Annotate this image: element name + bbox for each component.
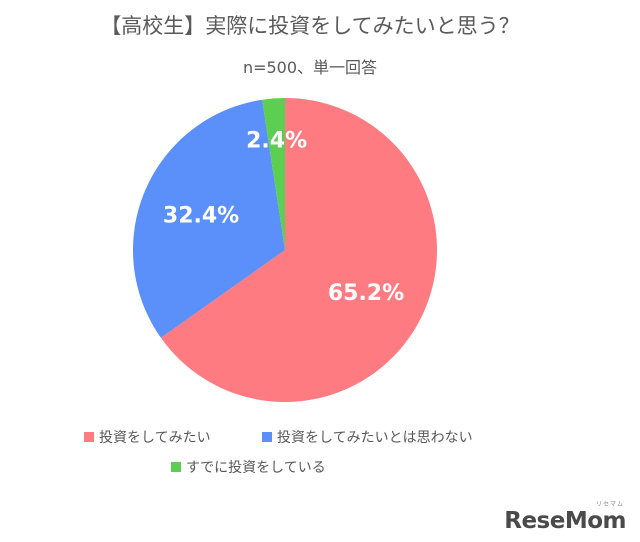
legend-swatch [84,432,94,442]
resemom-logo: ReseMom リセマム [504,501,626,534]
legend-swatch [262,432,272,442]
pie-slice-2 [262,98,285,250]
legend-item-want-to-invest: 投資をしてみたい [84,427,211,447]
pie-slice-1 [133,99,285,338]
legend-swatch [171,462,181,472]
legend-item-not-want-to-invest: 投資をしてみたいとは思わない [262,427,473,447]
pie-value-label-2: 2.4% [246,128,307,153]
logo-text: ReseMom [504,508,626,534]
chart-title: 【高校生】実際に投資をしてみたいと思う？ [100,14,520,38]
chart-subtitle: n=500、単一回答 [242,58,378,77]
legend-label: すでに投資をしている [186,460,326,476]
legend-label: 投資をしてみたい [99,430,211,446]
pie-value-label-1: 32.4% [163,203,239,228]
logo-subtext: リセマム [595,501,624,508]
pie-value-label-0: 65.2% [328,281,404,306]
legend-item-already-investing: すでに投資をしている [171,457,326,477]
legend-label: 投資をしてみたいとは思わない [277,430,473,446]
pie-slice-0 [160,98,438,402]
